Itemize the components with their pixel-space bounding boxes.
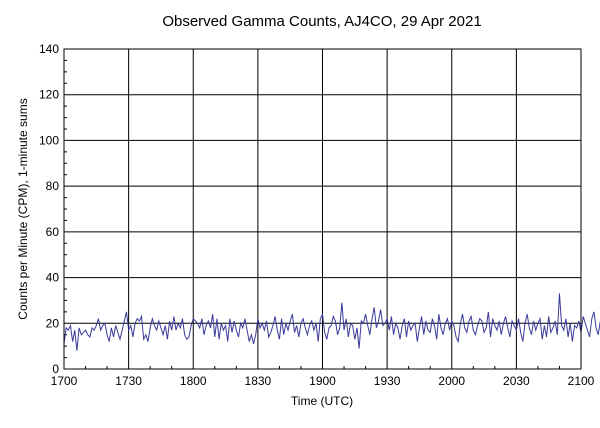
x-tick-label: 1930: [374, 374, 401, 388]
x-tick-label: 1800: [180, 374, 207, 388]
x-tick-label: 1700: [51, 374, 78, 388]
plot-frame: [63, 48, 582, 370]
minor-ticks: [64, 59, 560, 369]
y-tick-label: 20: [46, 316, 60, 330]
x-axis-label: Time (UTC): [291, 394, 353, 408]
series-line: [63, 293, 600, 351]
y-tick-label: 120: [39, 88, 59, 102]
x-tick-label: 2030: [503, 374, 530, 388]
y-tick-label: 100: [39, 133, 59, 147]
x-tick-label: 2000: [438, 374, 465, 388]
y-tick-label: 140: [39, 42, 59, 56]
y-tick-label: 0: [52, 362, 59, 376]
series-group: [63, 293, 600, 351]
y-tick-label: 60: [46, 225, 60, 239]
x-tick-label: 1730: [115, 374, 142, 388]
y-tick-label: 40: [46, 271, 60, 285]
y-tick-labels: 0 20 40 60 80 100 120 140: [39, 42, 59, 376]
x-tick-label: 1900: [309, 374, 336, 388]
y-axis-label: Counts per Minute (CPM), 1-minute sums: [16, 98, 30, 319]
x-tick-label: 2100: [568, 374, 595, 388]
chart-title: Observed Gamma Counts, AJ4CO, 29 Apr 202…: [162, 13, 481, 30]
x-tick-labels: 1700 1730 1800 1830 1900 1930 2000 2030 2100: [51, 374, 595, 388]
y-tick-label: 80: [46, 179, 60, 193]
x-tick-label: 1830: [245, 374, 272, 388]
